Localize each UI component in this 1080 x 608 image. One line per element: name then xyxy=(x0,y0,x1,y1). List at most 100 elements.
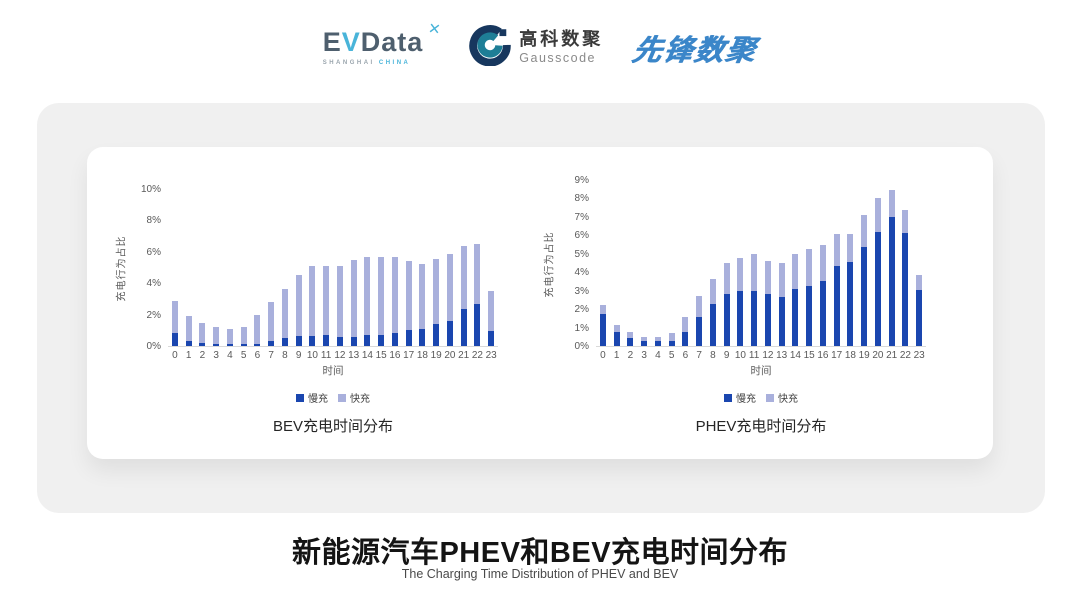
slow-segment xyxy=(185,340,192,346)
fast-segment xyxy=(460,246,467,310)
plot-area xyxy=(596,181,926,347)
x-tick-label: 4 xyxy=(227,350,233,361)
slow-segment xyxy=(682,332,689,346)
bar-slot xyxy=(747,181,761,346)
x-tick-label: 8 xyxy=(282,350,288,361)
bar-slot xyxy=(251,190,265,346)
fast-segment xyxy=(281,289,288,339)
legend-label: 慢充 xyxy=(308,394,328,405)
y-tick-label: 0% xyxy=(574,341,589,352)
bar-hour-23 xyxy=(916,274,923,346)
bar-slot xyxy=(209,190,223,346)
bar-hour-2 xyxy=(627,332,634,346)
fast-segment xyxy=(792,253,799,289)
slow-segment xyxy=(696,316,703,346)
x-tick-label: 7 xyxy=(268,350,274,361)
legend-item-fast: 快充 xyxy=(338,390,370,405)
bar-hour-7 xyxy=(696,296,703,346)
bar-hour-18 xyxy=(419,264,426,346)
bar-hour-19 xyxy=(433,258,440,346)
fast-segment xyxy=(696,296,703,317)
x-tick-label: 3 xyxy=(641,350,647,361)
bar-hour-17 xyxy=(833,233,840,346)
legend: 慢充 快充 xyxy=(168,390,498,405)
y-tick-label: 4% xyxy=(574,267,589,279)
fast-segment xyxy=(240,327,247,345)
x-tick-label: 7 xyxy=(696,350,702,361)
bar-hour-14 xyxy=(364,256,371,346)
slow-segment xyxy=(323,335,330,346)
slow-segment xyxy=(446,320,453,346)
bar-slot xyxy=(775,181,789,346)
bar-slot xyxy=(333,190,347,346)
fast-segment xyxy=(309,265,316,336)
y-tick-label: 3% xyxy=(574,285,589,297)
x-tick-label: 20 xyxy=(872,350,884,361)
fast-segment xyxy=(199,322,206,343)
bar-slot xyxy=(457,190,471,346)
y-tick-label: 2% xyxy=(146,309,161,321)
slow-segment xyxy=(171,333,178,346)
gausscode-logo: 高科数聚 Gausscode xyxy=(469,24,603,71)
bar-slot xyxy=(237,190,251,346)
y-tick-label: 1% xyxy=(574,322,589,334)
x-tick-label: 6 xyxy=(682,350,689,361)
y-tick-label: 4% xyxy=(146,278,161,290)
bar-slot xyxy=(912,181,926,346)
bar-slot xyxy=(679,181,693,346)
fast-segment xyxy=(254,314,261,344)
x-tick-label: 22 xyxy=(899,350,911,361)
x-tick-label: 6 xyxy=(254,350,261,361)
bar-hour-0 xyxy=(599,305,606,346)
bar-hour-5 xyxy=(668,333,675,346)
fast-segment xyxy=(474,244,481,305)
fast-segment xyxy=(419,264,426,329)
bar-hour-10 xyxy=(737,257,744,346)
fast-segment xyxy=(226,328,233,345)
bar-hour-11 xyxy=(323,265,330,346)
bar-hour-8 xyxy=(281,289,288,346)
fast-segment xyxy=(488,291,495,332)
y-tick-label: 8% xyxy=(146,215,161,227)
fast-segment xyxy=(171,301,178,334)
bar-hour-6 xyxy=(254,314,261,346)
x-tick-label: 14 xyxy=(361,350,373,361)
x-tick-label: 17 xyxy=(831,350,843,361)
chart-plot-row: 充电行为占比 0% 1% 2% 3% 4% 5% 6% 7% 8% 9% xyxy=(540,175,926,352)
fast-segment xyxy=(323,265,330,335)
fast-segment xyxy=(378,256,385,335)
bar-slot xyxy=(899,181,913,346)
slow-segment xyxy=(199,342,206,346)
slow-segment xyxy=(778,297,785,346)
bar-slot xyxy=(196,190,210,346)
bar-slot xyxy=(871,181,885,346)
slow-segment xyxy=(405,330,412,346)
x-tick-label: 17 xyxy=(403,350,415,361)
bar-hour-22 xyxy=(474,244,481,346)
bar-slot xyxy=(789,181,803,346)
slow-segment xyxy=(847,262,854,346)
slow-segment xyxy=(433,324,440,346)
bar-slot xyxy=(443,190,457,346)
bar-hour-9 xyxy=(723,263,730,346)
slow-segment xyxy=(709,303,716,346)
x-tick-label: 3 xyxy=(213,350,219,361)
bar-slot xyxy=(374,190,388,346)
bar-hour-3 xyxy=(641,336,648,346)
x-tick-label: 8 xyxy=(710,350,716,361)
x-tick-label: 0 xyxy=(600,350,606,361)
slow-segment xyxy=(213,344,220,346)
slow-segment xyxy=(336,336,343,346)
fast-segment xyxy=(654,336,661,342)
slow-segment xyxy=(874,231,881,346)
fast-segment xyxy=(778,263,785,298)
bar-hour-2 xyxy=(199,322,206,346)
slow-segment xyxy=(488,331,495,346)
bar-slot xyxy=(292,190,306,346)
bar-slot xyxy=(692,181,706,346)
fast-segment xyxy=(641,336,648,342)
gausscode-text: 高科数聚 Gausscode xyxy=(519,29,603,66)
fast-segment xyxy=(806,249,813,287)
bar-slot xyxy=(706,181,720,346)
slow-segment xyxy=(654,341,661,346)
